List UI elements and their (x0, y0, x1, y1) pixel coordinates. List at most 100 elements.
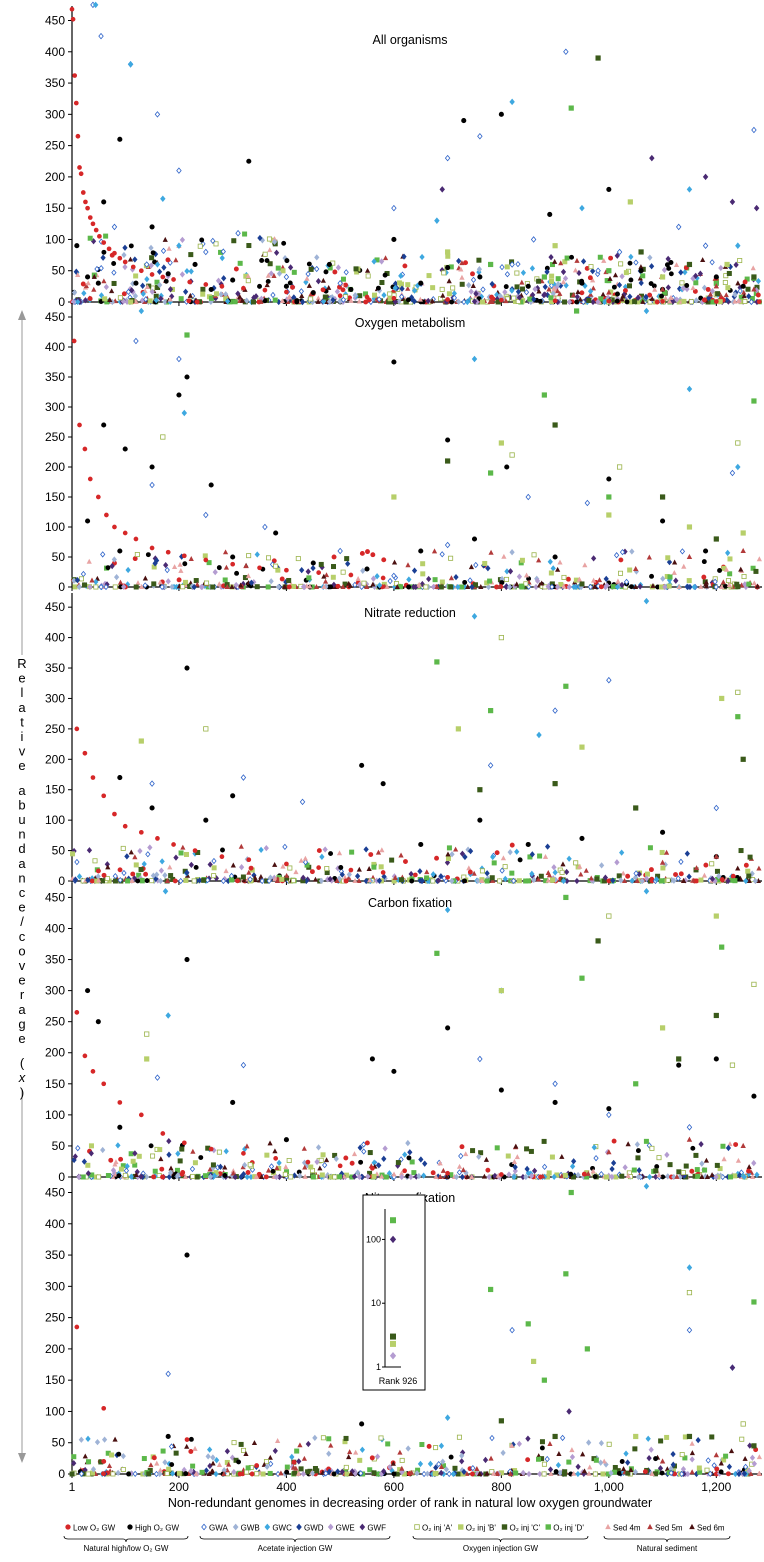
data-point (638, 268, 644, 274)
data-point (569, 1447, 575, 1453)
y-tick-label: 350 (45, 370, 65, 384)
data-point (184, 1443, 190, 1449)
data-point (233, 581, 239, 589)
data-point (138, 268, 144, 274)
data-point (110, 1167, 117, 1174)
data-point (354, 872, 361, 880)
data-point (560, 268, 567, 276)
data-point (418, 841, 424, 848)
data-point (756, 1454, 762, 1460)
data-point (464, 298, 470, 306)
data-point (305, 568, 311, 575)
data-point (310, 1174, 316, 1180)
data-point (746, 1168, 751, 1174)
data-point (122, 244, 128, 251)
data-point (399, 293, 405, 300)
data-point (602, 583, 609, 591)
data-point (178, 567, 184, 573)
data-point (74, 1324, 80, 1330)
data-point (166, 1151, 172, 1158)
data-point (445, 297, 450, 302)
data-point (558, 581, 564, 587)
data-point (405, 282, 411, 288)
data-point (138, 307, 145, 315)
data-point (398, 1156, 404, 1163)
data-point (371, 864, 377, 870)
data-point (157, 1147, 163, 1153)
data-point (135, 878, 141, 884)
data-point (184, 332, 190, 338)
data-point (243, 1451, 249, 1456)
data-point (97, 233, 102, 239)
data-point (417, 868, 423, 875)
data-point (615, 578, 621, 584)
data-point (574, 299, 580, 305)
legend-label: GWB (241, 1524, 260, 1533)
data-point (499, 264, 505, 271)
data-point (117, 579, 124, 585)
data-point (112, 878, 118, 884)
data-point (149, 464, 155, 470)
legend-label: GWD (304, 1524, 324, 1533)
data-point (85, 1471, 91, 1477)
data-point (315, 278, 322, 285)
data-point (485, 583, 492, 591)
data-point (364, 294, 370, 300)
data-point (488, 1455, 494, 1461)
data-point (189, 1165, 196, 1173)
data-point (661, 266, 668, 274)
data-point (133, 1172, 139, 1177)
data-point (165, 257, 171, 263)
data-point (699, 1160, 705, 1167)
data-point (647, 1173, 653, 1181)
data-point (194, 1174, 200, 1180)
data-point (420, 571, 426, 577)
data-point (619, 849, 625, 856)
data-point (503, 284, 509, 290)
data-point (649, 154, 655, 162)
data-point (709, 861, 715, 867)
data-point (349, 1160, 355, 1166)
data-point (635, 1173, 642, 1181)
data-point (606, 1111, 612, 1119)
data-point (324, 866, 330, 872)
data-point (558, 260, 564, 266)
data-point (125, 878, 131, 884)
data-point (622, 288, 628, 293)
data-point (468, 288, 474, 295)
data-point (142, 575, 148, 581)
data-point (202, 553, 208, 559)
data-point (609, 1173, 615, 1181)
data-point (172, 878, 178, 884)
data-point (620, 870, 626, 876)
data-point (735, 584, 741, 590)
data-point (549, 273, 555, 279)
data-point (379, 280, 385, 286)
data-point (332, 269, 338, 275)
data-point (82, 1053, 88, 1059)
data-point (621, 878, 628, 883)
data-point (231, 238, 237, 244)
data-point (515, 260, 521, 268)
data-point (256, 1171, 262, 1177)
data-point (191, 583, 197, 591)
data-point (76, 873, 83, 880)
data-point (371, 258, 377, 265)
data-point (562, 275, 569, 282)
data-point (370, 1165, 375, 1171)
data-point (471, 536, 478, 542)
data-point (598, 1459, 604, 1466)
data-point (319, 853, 325, 860)
data-point (461, 1468, 467, 1476)
data-point (332, 1174, 338, 1180)
data-point (248, 579, 255, 586)
data-point (379, 258, 385, 265)
data-point (86, 847, 93, 854)
data-point (367, 1467, 373, 1473)
data-point (192, 261, 198, 268)
inset-y-tick-label: 100 (366, 1234, 381, 1244)
data-point (70, 851, 76, 857)
data-point (266, 236, 272, 242)
data-point (305, 1159, 311, 1165)
